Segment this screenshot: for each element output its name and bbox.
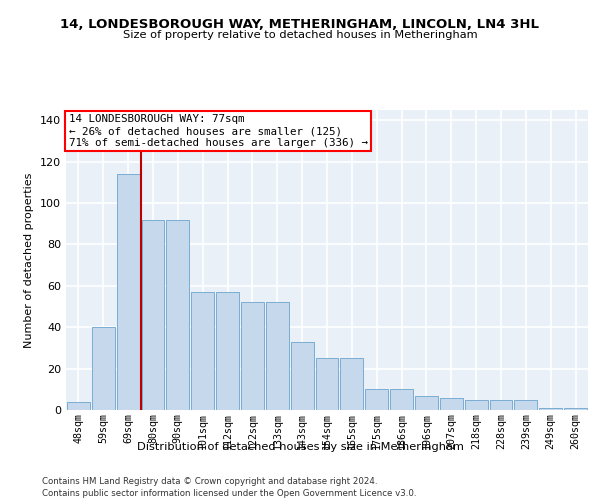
Text: Contains HM Land Registry data © Crown copyright and database right 2024.: Contains HM Land Registry data © Crown c…: [42, 478, 377, 486]
Bar: [465, 400, 488, 410]
Bar: [67, 402, 90, 410]
Bar: [490, 400, 512, 410]
Bar: [316, 358, 338, 410]
Y-axis label: Number of detached properties: Number of detached properties: [25, 172, 34, 348]
Text: Size of property relative to detached houses in Metheringham: Size of property relative to detached ho…: [122, 30, 478, 40]
Bar: [415, 396, 438, 410]
Bar: [92, 327, 115, 410]
Bar: [564, 408, 587, 410]
Bar: [166, 220, 189, 410]
Bar: [266, 302, 289, 410]
Text: 14, LONDESBOROUGH WAY, METHERINGHAM, LINCOLN, LN4 3HL: 14, LONDESBOROUGH WAY, METHERINGHAM, LIN…: [61, 18, 539, 30]
Text: Contains public sector information licensed under the Open Government Licence v3: Contains public sector information licen…: [42, 489, 416, 498]
Bar: [340, 358, 363, 410]
Bar: [216, 292, 239, 410]
Bar: [241, 302, 264, 410]
Bar: [191, 292, 214, 410]
Bar: [291, 342, 314, 410]
Bar: [440, 398, 463, 410]
Bar: [390, 390, 413, 410]
Bar: [365, 390, 388, 410]
Text: 14 LONDESBOROUGH WAY: 77sqm
← 26% of detached houses are smaller (125)
71% of se: 14 LONDESBOROUGH WAY: 77sqm ← 26% of det…: [68, 114, 368, 148]
Bar: [142, 220, 164, 410]
Text: Distribution of detached houses by size in Metheringham: Distribution of detached houses by size …: [137, 442, 463, 452]
Bar: [117, 174, 140, 410]
Bar: [514, 400, 537, 410]
Bar: [539, 408, 562, 410]
